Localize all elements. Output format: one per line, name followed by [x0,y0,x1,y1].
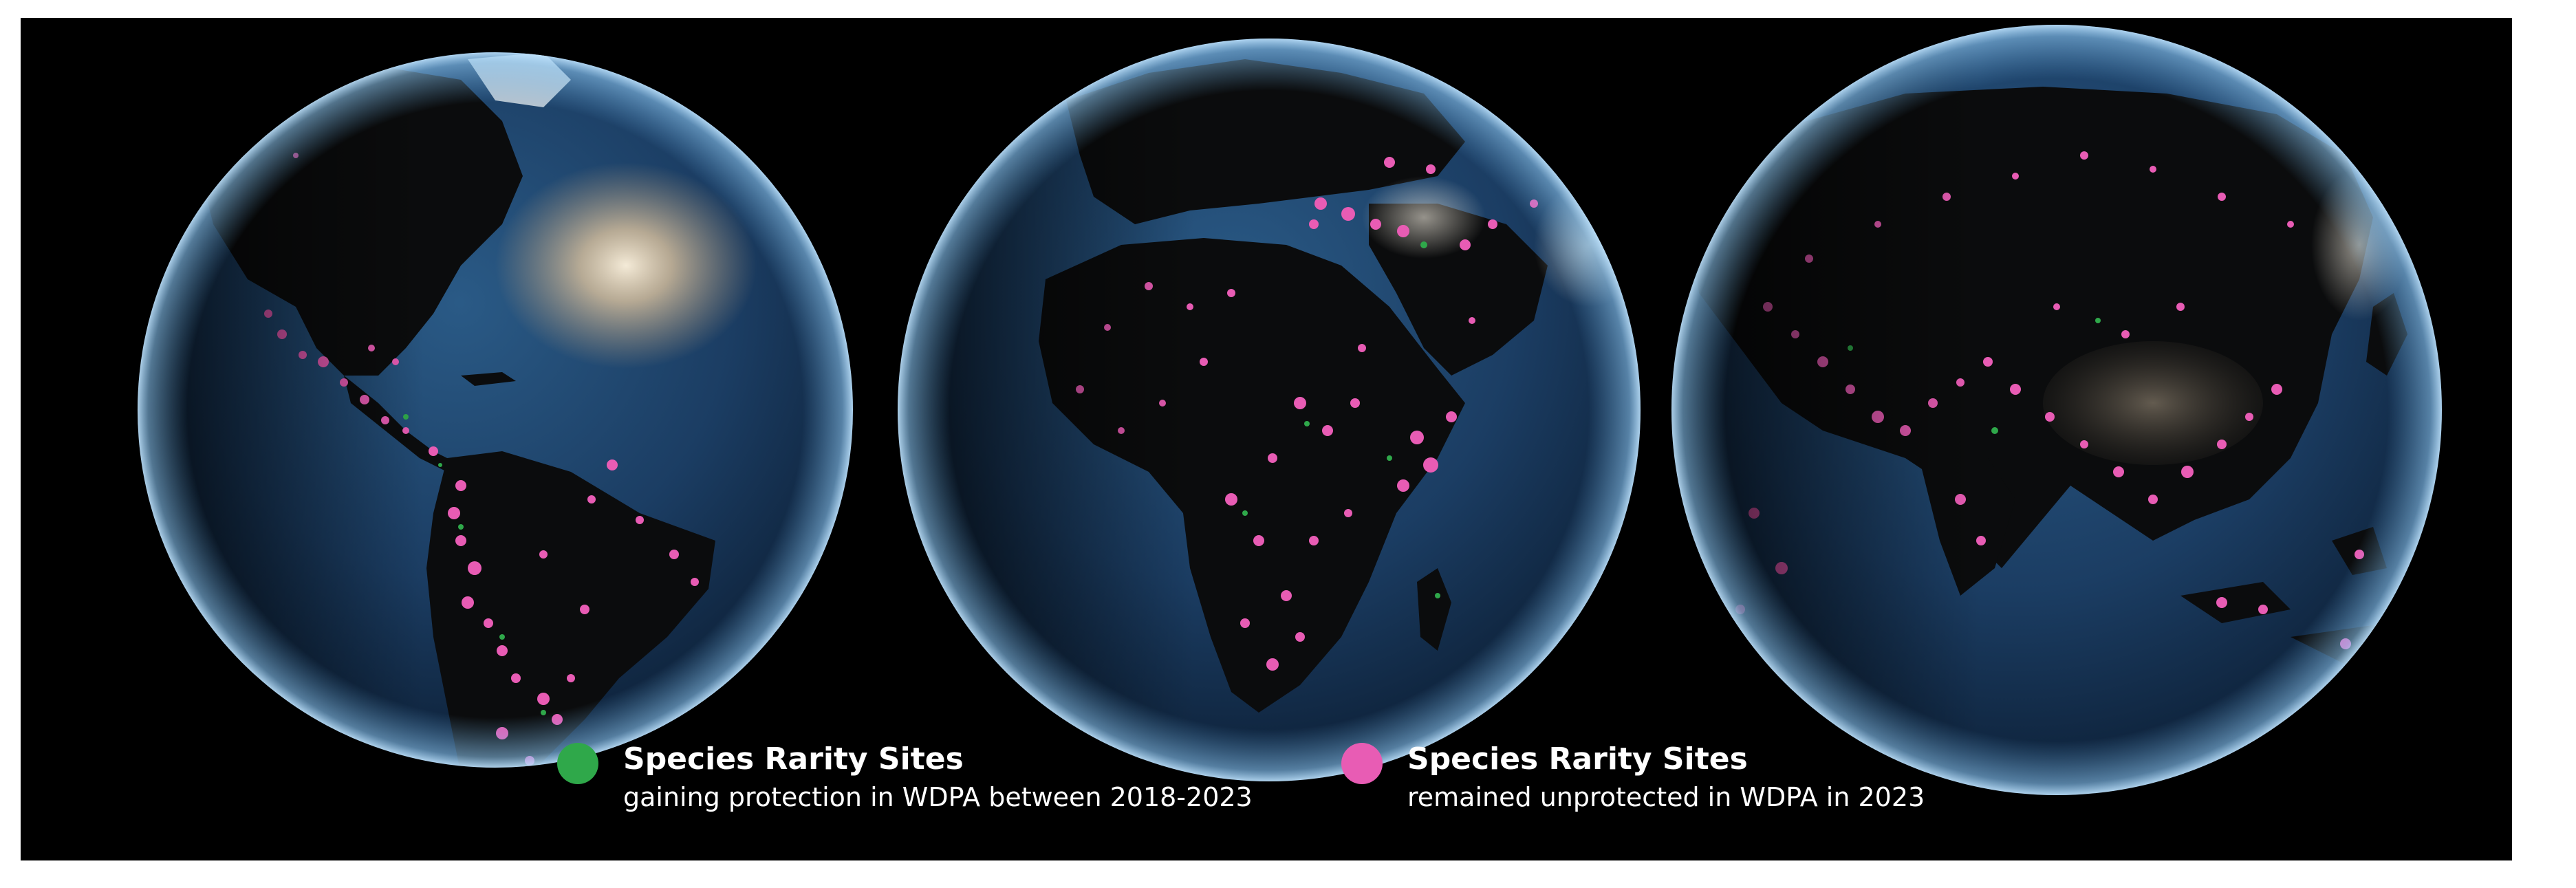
globe-americas [138,52,853,768]
legend-item-unprotected: Species Rarity Sites remained unprotecte… [1341,740,1925,816]
legend-item-gaining-protection: Species Rarity Sites gaining protection … [557,740,1253,816]
globes-illustration [138,25,2442,795]
legend-text-unprotected: Species Rarity Sites remained unprotecte… [1407,740,1925,816]
globe-africa [898,39,1641,781]
legend-title-unprotected: Species Rarity Sites [1407,741,1748,777]
pink-dot-icon [1341,743,1383,784]
green-dot-icon [557,743,598,784]
legend-text-gaining: Species Rarity Sites gaining protection … [623,740,1253,816]
legend-title-gaining: Species Rarity Sites [623,741,964,777]
map-figure: Species Rarity Sites gaining protection … [21,18,2512,860]
legend-subtitle-unprotected: remained unprotected in WDPA in 2023 [1407,782,1925,812]
globe-asia [1671,25,2442,795]
legend-subtitle-gaining: gaining protection in WDPA between 2018-… [623,782,1253,812]
